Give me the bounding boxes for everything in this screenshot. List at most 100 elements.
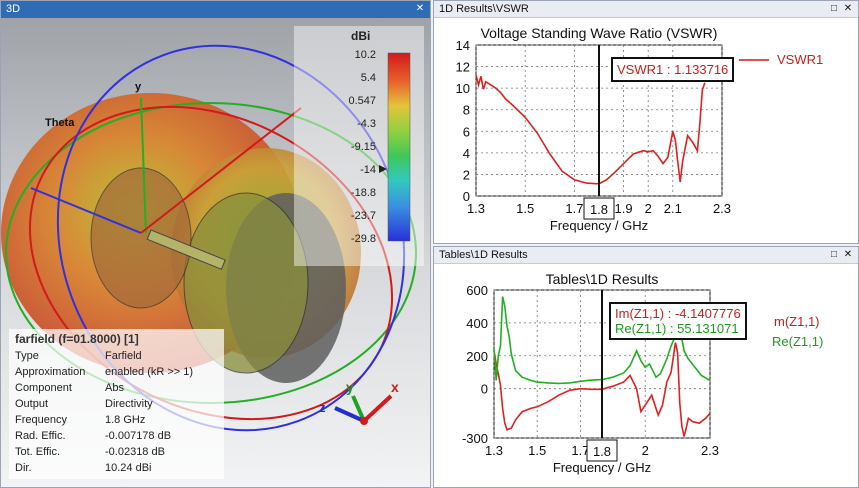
tables-close-button[interactable]: ✕ [843, 249, 853, 260]
colorbar-tick: -14 [360, 164, 376, 176]
colorbar-tick: 5.4 [361, 72, 376, 84]
legend-label-im: m(Z1,1) [774, 314, 820, 329]
info-row-key: Approximation [15, 366, 86, 378]
frequency-marker-label: 1.8 [593, 444, 611, 459]
colorbar-tick: -4.3 [357, 118, 376, 130]
info-row: Component Abs [15, 380, 218, 396]
triad-y-arrow [351, 395, 366, 422]
tables-chart-area[interactable]: Tables\1D Results 1.3 1.5 1.7 2 2.3 -300 0 200 40… [434, 264, 858, 487]
vswr-close-button[interactable]: ✕ [843, 3, 853, 14]
vswr-maximize-button[interactable]: □ [830, 3, 838, 14]
info-row-key: Dir. [15, 462, 32, 474]
x-tick-label: 2.3 [701, 443, 719, 458]
triad-z-arrow [334, 406, 365, 423]
axis-x-line [30, 187, 142, 234]
y-tick-label: 4 [463, 146, 470, 161]
info-row: Tot. Effic. -0.02318 dB [15, 444, 218, 460]
series-line-0[interactable] [475, 75, 706, 185]
info-row-key: Output [15, 398, 49, 410]
tables-title: Tables\1D Results [439, 249, 528, 261]
view3d-scene: y Theta dBi 10.2 5.4 0.547 -4.3 -9.15 -1… [1, 26, 424, 432]
x-tick-label: 2.3 [713, 201, 731, 216]
y-tick-label: -300 [462, 431, 488, 446]
x-tick-label: 1.9 [615, 201, 633, 216]
vswr-title: 1D Results\VSWR [439, 3, 529, 15]
antenna-disk-front [183, 192, 309, 374]
chart-title: Voltage Standing Wave Ratio (VSWR) [481, 25, 718, 41]
farfield-info-rows: Type Farfield Approximation enabled (kR >> … [15, 348, 218, 476]
axis-y-line [140, 97, 147, 234]
x-tick-label: 2 [645, 201, 652, 216]
series-line-0[interactable] [493, 342, 711, 437]
frequency-marker-box[interactable] [583, 197, 615, 220]
view3d-close-button[interactable]: ✕ [415, 3, 425, 14]
y-tick-label: 10 [456, 81, 470, 96]
vswr-pane: 1D Results\VSWR □ ✕ Voltage Standing Wav… [433, 0, 859, 244]
antenna-feed [146, 229, 226, 270]
info-row-value: 1.8 GHz [105, 414, 146, 426]
y-tick-label: 6 [463, 124, 470, 139]
vswr-chart[interactable]: Voltage Standing Wave Ratio (VSWR) 1.3 1.5… [434, 18, 859, 244]
colorbar-tick: 10.2 [355, 49, 376, 61]
colorbar-tick: 0.547 [348, 95, 376, 107]
view3d-titlebar[interactable]: 3D ✕ [1, 1, 430, 18]
legend-label-re: Re(Z1,1) [772, 334, 823, 349]
axis-label-theta: Theta [45, 117, 75, 129]
info-row-value: Farfield [105, 350, 142, 362]
tables-pane: Tables\1D Results □ ✕ Tables\1D Results 1… [433, 246, 859, 488]
triad-y-label: y [346, 379, 354, 395]
vswr-readout: VSWR1 : 1.133716 [611, 57, 735, 82]
triad-z-label: z [319, 400, 326, 415]
y-tick-label: 600 [466, 283, 488, 298]
triad-origin [360, 417, 368, 425]
antenna-inner-disk [90, 167, 192, 309]
axis-triad: x y z [319, 379, 399, 425]
farfield-info-panel: farfield (f=01.8000) [1] Type Farfield App… [9, 329, 224, 479]
info-row-key: Frequency [15, 414, 67, 426]
info-row-value: 10.24 dBi [105, 462, 152, 474]
info-row-key: Rad. Effic. [15, 430, 66, 442]
vswr-titlebar[interactable]: 1D Results\VSWR □ ✕ [434, 1, 858, 18]
info-row-value: Abs [105, 382, 124, 394]
colorbar-tick: -23.7 [351, 210, 376, 222]
tables-chart[interactable]: Tables\1D Results 1.3 1.5 1.7 2 2.3 -300 0 200 40… [434, 264, 859, 488]
frequency-marker-box[interactable] [586, 439, 618, 462]
info-row-key: Tot. Effic. [15, 446, 61, 458]
info-row: Rad. Effic. -0.007178 dB [15, 428, 218, 444]
frequency-marker-label: 1.8 [590, 202, 608, 217]
x-tick-label: 1.7 [571, 443, 589, 458]
view3d-viewport[interactable]: y Theta dBi 10.2 5.4 0.547 -4.3 -9.15 -1… [1, 18, 430, 487]
info-row: Frequency 1.8 GHz [15, 412, 218, 428]
colorbar-pointer-icon[interactable] [379, 165, 387, 173]
colorbar-ticks: 10.2 5.4 0.547 -4.3 -9.15 -14 -18.8 -23.… [348, 49, 376, 245]
farfield-info-title: farfield (f=01.8000) [1] [15, 332, 139, 346]
info-row-key: Component [15, 382, 72, 394]
tables-readout: Im(Z1,1) : -4.1407776 Re(Z1,1) : 55.1310… [609, 302, 747, 340]
x-axis-label: Frequency / GHz [550, 218, 648, 233]
y-tick-label: 0 [463, 189, 470, 204]
x-tick-label: 1.3 [485, 443, 503, 458]
tables-readout-im: Im(Z1,1) : -4.1407776 [615, 306, 741, 321]
info-row-value: Directivity [105, 398, 153, 410]
chart-title: Tables\1D Results [546, 271, 659, 287]
view3d-title: 3D [6, 3, 21, 15]
vswr-chart-area[interactable]: Voltage Standing Wave Ratio (VSWR) 1.3 1.5… [434, 18, 858, 243]
colorbar-tick: -9.15 [351, 141, 376, 153]
triad-x-label: x [391, 379, 399, 395]
info-row: Type Farfield [15, 348, 218, 364]
y-tick-label: 400 [466, 316, 488, 331]
info-row-value: -0.007178 dB [105, 430, 172, 442]
info-row: Dir. 10.24 dBi [15, 460, 218, 476]
y-tick-label: 8 [463, 103, 470, 118]
colorbar [387, 52, 411, 242]
tables-readout-re: Re(Z1,1) : 55.131071 [615, 321, 739, 336]
info-row: Output Directivity [15, 396, 218, 412]
x-tick-label: 1.5 [528, 443, 546, 458]
triad-x-arrow [362, 394, 393, 423]
view3d-pane: 3D ✕ [0, 0, 431, 488]
tables-maximize-button[interactable]: □ [830, 249, 838, 260]
y-tick-label: 200 [466, 349, 488, 364]
info-row-key: Type [15, 350, 39, 362]
x-tick-label: 2.1 [664, 201, 682, 216]
tables-titlebar[interactable]: Tables\1D Results □ ✕ [434, 247, 858, 264]
